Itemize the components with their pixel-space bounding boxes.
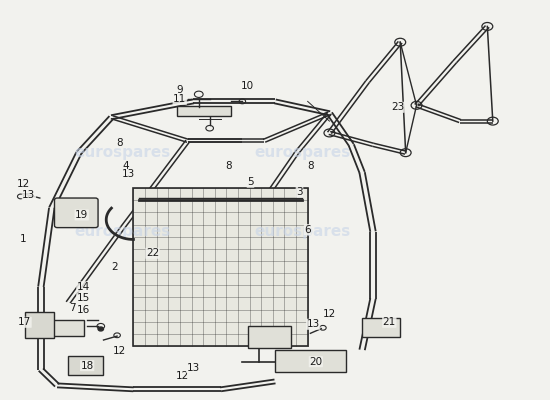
Text: 20: 20	[309, 357, 322, 367]
Text: 3: 3	[296, 187, 303, 197]
Bar	[177, 106, 232, 116]
Text: 8: 8	[117, 138, 123, 148]
Bar	[275, 350, 346, 372]
Text: 12: 12	[323, 309, 336, 319]
Text: 22: 22	[146, 248, 159, 258]
Text: 7: 7	[69, 304, 76, 314]
Text: 13: 13	[306, 319, 320, 329]
Text: 12: 12	[176, 370, 189, 380]
Text: 5: 5	[247, 177, 254, 187]
Bar	[68, 356, 103, 375]
Text: 6: 6	[304, 224, 311, 234]
Text: 13: 13	[23, 190, 36, 200]
Text: eurospares: eurospares	[254, 145, 350, 160]
Text: 19: 19	[75, 210, 89, 220]
Text: 17: 17	[18, 317, 31, 327]
Text: 11: 11	[173, 94, 186, 104]
Text: eurospares: eurospares	[74, 145, 170, 160]
Bar	[248, 326, 292, 348]
Text: 18: 18	[80, 361, 94, 371]
Bar	[25, 312, 54, 338]
Text: eurospares: eurospares	[254, 224, 350, 239]
Text: 14: 14	[77, 282, 90, 292]
Text: 2: 2	[111, 262, 118, 272]
Bar	[52, 320, 85, 336]
Text: 9: 9	[177, 85, 183, 95]
Text: 8: 8	[307, 162, 314, 172]
Bar	[134, 188, 307, 346]
Text: 23: 23	[391, 102, 404, 112]
Bar	[362, 318, 400, 337]
Text: 8: 8	[226, 162, 232, 172]
Circle shape	[98, 327, 103, 331]
Text: 16: 16	[77, 305, 90, 315]
Text: 1: 1	[20, 234, 27, 244]
Text: 15: 15	[77, 293, 90, 303]
Text: 21: 21	[383, 317, 396, 327]
Text: 13: 13	[122, 169, 135, 179]
Text: eurospares: eurospares	[74, 224, 170, 239]
FancyBboxPatch shape	[54, 198, 98, 228]
Text: 13: 13	[186, 363, 200, 373]
Text: 10: 10	[241, 81, 254, 91]
Text: 12: 12	[17, 179, 30, 189]
Text: 12: 12	[113, 346, 127, 356]
Text: 4: 4	[122, 162, 129, 172]
